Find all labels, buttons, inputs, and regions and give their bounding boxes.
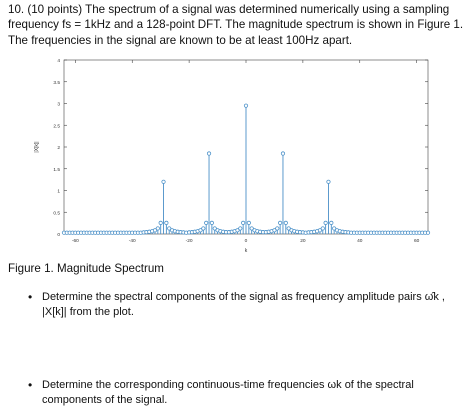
x-tick-label: 20: [300, 238, 306, 244]
stem-marker: [201, 226, 206, 231]
stem-marker: [246, 220, 251, 225]
magnitude-spectrum-figure: 0 0.5 1 1.5 2 2.5 3 3.5 4 -60 -40 -20 0 20 40 60 k |X[k]|: [10, 56, 450, 256]
stem-marker: [206, 151, 212, 156]
stem-marker: [212, 226, 217, 231]
bullet-text-2: Determine the corresponding continuous-t…: [42, 379, 414, 406]
stem-marker: [326, 179, 331, 184]
stem-marker: [235, 228, 240, 233]
stem-marker: [158, 220, 163, 225]
bullet-text-1: Determine the spectral components of the…: [42, 291, 445, 318]
stem-marker: [241, 220, 246, 225]
stem-marker: [161, 179, 166, 184]
stem-marker: [249, 226, 254, 231]
stem-marker: [283, 220, 288, 225]
stem-marker: [286, 226, 291, 231]
stem-marker: [317, 228, 323, 233]
stem-marker: [329, 220, 334, 225]
stem-plot: 0 0.5 1 1.5 2 2.5 3 3.5 4 -60 -40 -20 0 20 40 60 k |X[k]|: [34, 58, 431, 254]
stem-marker: [209, 220, 214, 225]
stem-marker: [238, 226, 243, 231]
x-tick-label: -40: [129, 238, 136, 244]
stem-marker: [167, 226, 172, 231]
stem-marker: [275, 226, 280, 231]
stem-marker: [198, 228, 203, 233]
y-tick-label: 3.5: [53, 80, 60, 86]
stem-marker: [204, 220, 209, 225]
x-tick-label: 0: [245, 238, 248, 244]
problem-statement: 10. (10 points) The spectrum of a signal…: [8, 3, 464, 47]
bullet-icon: •: [28, 290, 33, 304]
x-tick-label: 60: [414, 238, 420, 244]
x-axis-label: k: [245, 248, 248, 254]
y-tick-label: 1: [57, 189, 60, 195]
y-tick-label: 4: [57, 58, 60, 64]
stem-marker: [152, 228, 158, 233]
stem-marker: [243, 103, 249, 108]
x-tick-label: -20: [186, 238, 193, 244]
stem-marker: [155, 226, 160, 231]
y-tick-label: 2.5: [53, 123, 60, 129]
bullet-item-2: • Determine the corresponding continuous…: [28, 378, 468, 408]
y-tick-label: 0.5: [53, 210, 60, 216]
x-tick-label: 40: [357, 238, 363, 244]
y-tick-label: 2: [57, 145, 60, 151]
y-tick-label: 3: [57, 102, 60, 108]
y-tick-label: 1.5: [53, 167, 60, 173]
bullet-icon: •: [28, 378, 33, 392]
stem-marker: [278, 220, 283, 225]
stem-marker: [323, 220, 328, 225]
figure-caption: Figure 1. Magnitude Spectrum: [8, 262, 164, 275]
stem-marker: [272, 228, 277, 233]
stem-marker: [425, 230, 431, 235]
bullet-item-1: • Determine the spectral components of t…: [28, 290, 468, 320]
stem-marker: [164, 220, 169, 225]
x-tick-label: -60: [72, 238, 79, 244]
stem-marker: [280, 151, 286, 156]
y-tick-label: 0: [57, 232, 60, 238]
stem-marker: [332, 226, 337, 231]
stem-marker: [320, 226, 325, 231]
y-axis-label: |X[k]|: [34, 141, 40, 152]
